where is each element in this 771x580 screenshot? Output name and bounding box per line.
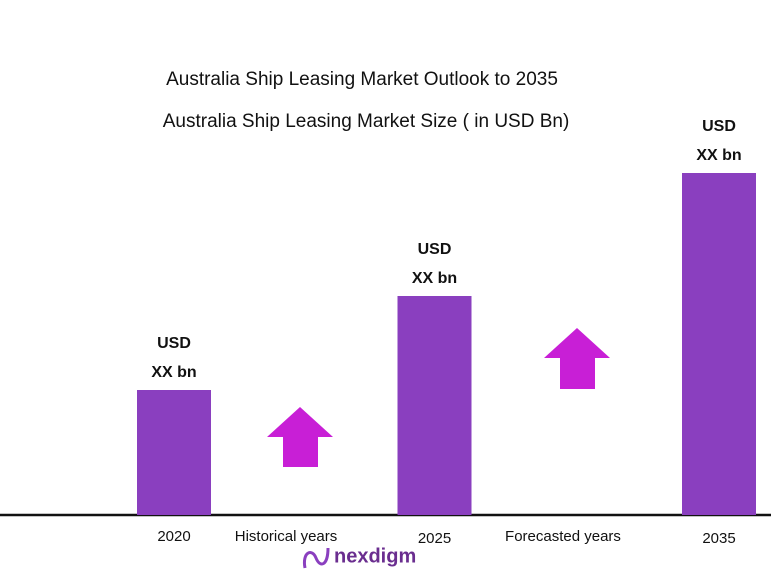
logo-icon: [302, 547, 330, 569]
value-label: XX bn: [151, 364, 196, 381]
chart-subtitle: Australia Ship Leasing Market Size ( in …: [163, 111, 570, 132]
bar: [682, 173, 756, 515]
up-arrow: [267, 407, 333, 467]
bar: [397, 296, 472, 515]
logo: nexdigm: [334, 545, 416, 567]
x-tick-label: 2025: [418, 530, 451, 547]
value-label: XX bn: [696, 147, 741, 164]
chart-title: Australia Ship Leasing Market Outlook to…: [166, 69, 558, 90]
x-tick-label: 2020: [157, 528, 190, 545]
value-label: XX bn: [412, 270, 457, 287]
value-label: USD: [157, 335, 191, 352]
annotation: Historical years: [235, 528, 338, 545]
bar: [137, 390, 211, 515]
x-tick-label: 2035: [702, 530, 735, 547]
value-label: USD: [418, 241, 452, 258]
annotation: Forecasted years: [505, 528, 621, 545]
value-label: USD: [702, 118, 736, 135]
up-arrow: [544, 328, 610, 389]
